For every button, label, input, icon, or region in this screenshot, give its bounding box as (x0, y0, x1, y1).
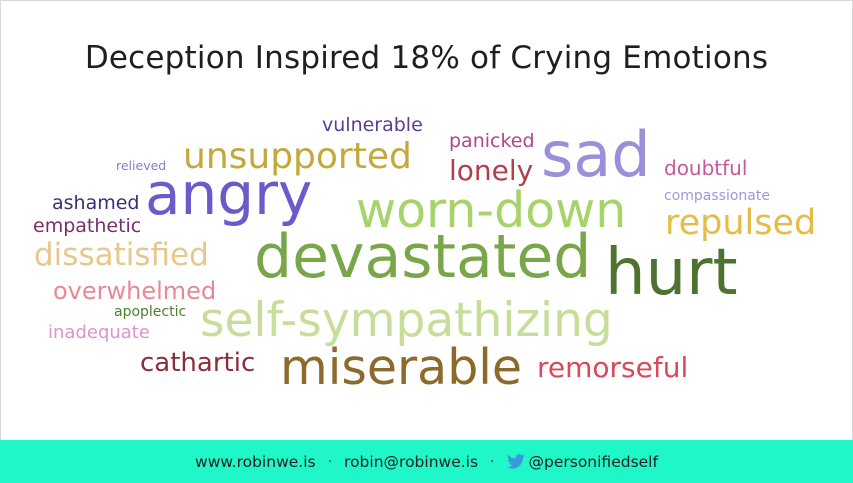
cloud-word: apoplectic (114, 304, 187, 320)
twitter-bird-icon (506, 454, 525, 469)
twitter-handle: @personifiedself (528, 452, 658, 471)
cloud-word: self-sympathizing (200, 293, 613, 348)
cloud-word: dissatisfied (34, 237, 209, 273)
footer-separator: · (327, 453, 333, 470)
cloud-word: repulsed (665, 203, 817, 243)
cloud-word: unsupported (183, 136, 412, 177)
word-cloud: vulnerable panicked relieved unsupported… (33, 114, 817, 396)
cloud-word: sad (541, 118, 651, 191)
cloud-word: ashamed (52, 192, 140, 214)
cloud-word: worn-down (356, 182, 627, 239)
cloud-word: empathetic (33, 215, 142, 237)
cloud-word: lonely (449, 154, 534, 187)
cloud-word: compassionate (664, 188, 770, 204)
cloud-word: overwhelmed (53, 277, 217, 305)
cloud-word: devastated (254, 222, 592, 292)
cloud-word: remorseful (537, 351, 689, 384)
cloud-word: angry (145, 160, 313, 228)
cloud-word: vulnerable (322, 114, 423, 136)
cloud-word: cathartic (140, 348, 256, 378)
twitter-link[interactable]: @personifiedself (506, 452, 658, 471)
cloud-word: doubtful (664, 156, 748, 180)
footer-separator: · (490, 453, 495, 470)
cloud-word: panicked (449, 130, 535, 152)
website-link[interactable]: www.robinwe.is (195, 452, 316, 471)
email-link[interactable]: robin@robinwe.is (344, 452, 479, 471)
cloud-word: hurt (605, 236, 738, 310)
cloud-word: inadequate (48, 322, 150, 343)
cloud-word: miserable (280, 339, 523, 396)
cloud-word: relieved (116, 158, 167, 173)
slide-title: Deception Inspired 18% of Crying Emotion… (84, 40, 769, 76)
footer-bar: www.robinwe.is · robin@robinwe.is · @per… (0, 440, 853, 483)
